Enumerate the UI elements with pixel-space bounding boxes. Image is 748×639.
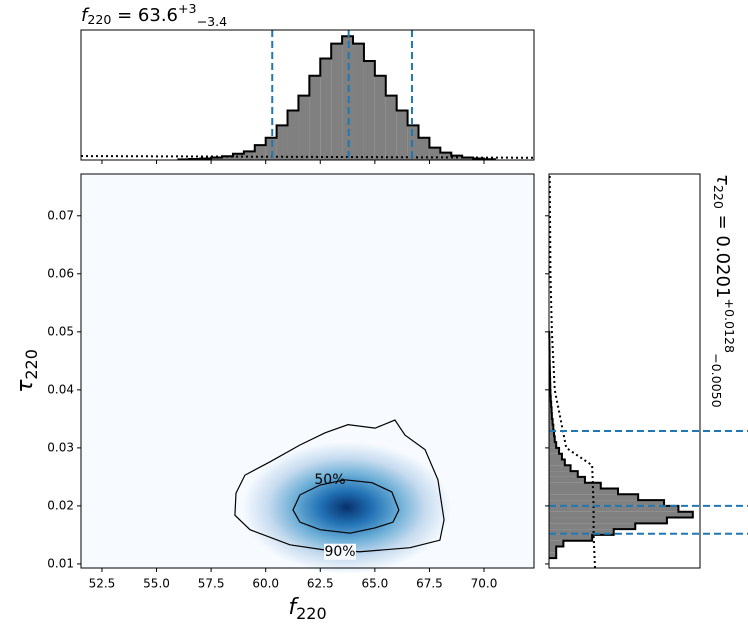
histogram-bar: [277, 125, 288, 160]
title-text: = 0.0201: [712, 209, 733, 299]
title-text: = 63.6: [111, 5, 178, 26]
title-low: −0.0050: [710, 353, 725, 408]
panel-title: f220 = 63.6+3−3.4: [81, 1, 227, 29]
histogram-bar: [255, 145, 266, 160]
y-axis-label: τ220: [13, 349, 41, 393]
histogram-bar: [375, 76, 386, 160]
title-sup: +0.0128: [723, 298, 738, 353]
x-tick-label: 65.0: [361, 577, 388, 591]
x-tick-label: 67.5: [416, 577, 443, 591]
histogram-bar: [298, 96, 309, 160]
y-tick-label: 0.04: [47, 382, 74, 396]
x-tick-label: 52.5: [89, 577, 116, 591]
y-tick-label: 0.07: [47, 208, 74, 222]
histogram-bar: [353, 44, 364, 160]
y-tick-label: 0.01: [47, 556, 74, 570]
x-axis-label: f220: [288, 595, 326, 623]
x-label-sub: 220: [296, 604, 327, 623]
x-tick-label: 62.5: [307, 577, 334, 591]
histogram-bar: [440, 153, 451, 160]
histogram-bar: [364, 61, 375, 160]
histogram-bar: [549, 547, 556, 553]
histogram-bar: [386, 96, 397, 160]
x-tick-label: 70.0: [471, 577, 498, 591]
histogram-bar: [331, 44, 342, 160]
histogram-bar: [408, 125, 419, 160]
histogram-bar: [244, 151, 255, 160]
x-tick-label: 57.5: [198, 577, 225, 591]
x-tick-label: 60.0: [252, 577, 279, 591]
title-symbol: τ: [712, 174, 733, 185]
histogram-bar: [342, 36, 353, 160]
histogram-bar: [309, 76, 320, 160]
histogram-bar: [320, 58, 331, 160]
panel-title: τ220 = 0.0201+0.0128−0.0050: [710, 174, 738, 408]
y-label-symbol: τ: [13, 379, 38, 393]
y-label-sub: 220: [22, 349, 41, 380]
x-tick-label: 55.0: [143, 577, 170, 591]
y-tick-label: 0.05: [47, 324, 74, 338]
y-tick-label: 0.03: [47, 440, 74, 454]
title-sub: 220: [87, 12, 111, 27]
prior-line: [81, 156, 534, 158]
title-sup: +3: [178, 1, 197, 16]
title-sub: 220: [712, 185, 727, 209]
contour-label: 90%: [324, 544, 355, 560]
histogram-bar: [288, 110, 299, 160]
y-tick-label: 0.06: [47, 266, 74, 280]
title-low: −3.4: [197, 14, 228, 29]
histogram-bar: [397, 110, 408, 160]
y-tick-label: 0.02: [47, 498, 74, 512]
contour-label: 50%: [314, 472, 345, 488]
